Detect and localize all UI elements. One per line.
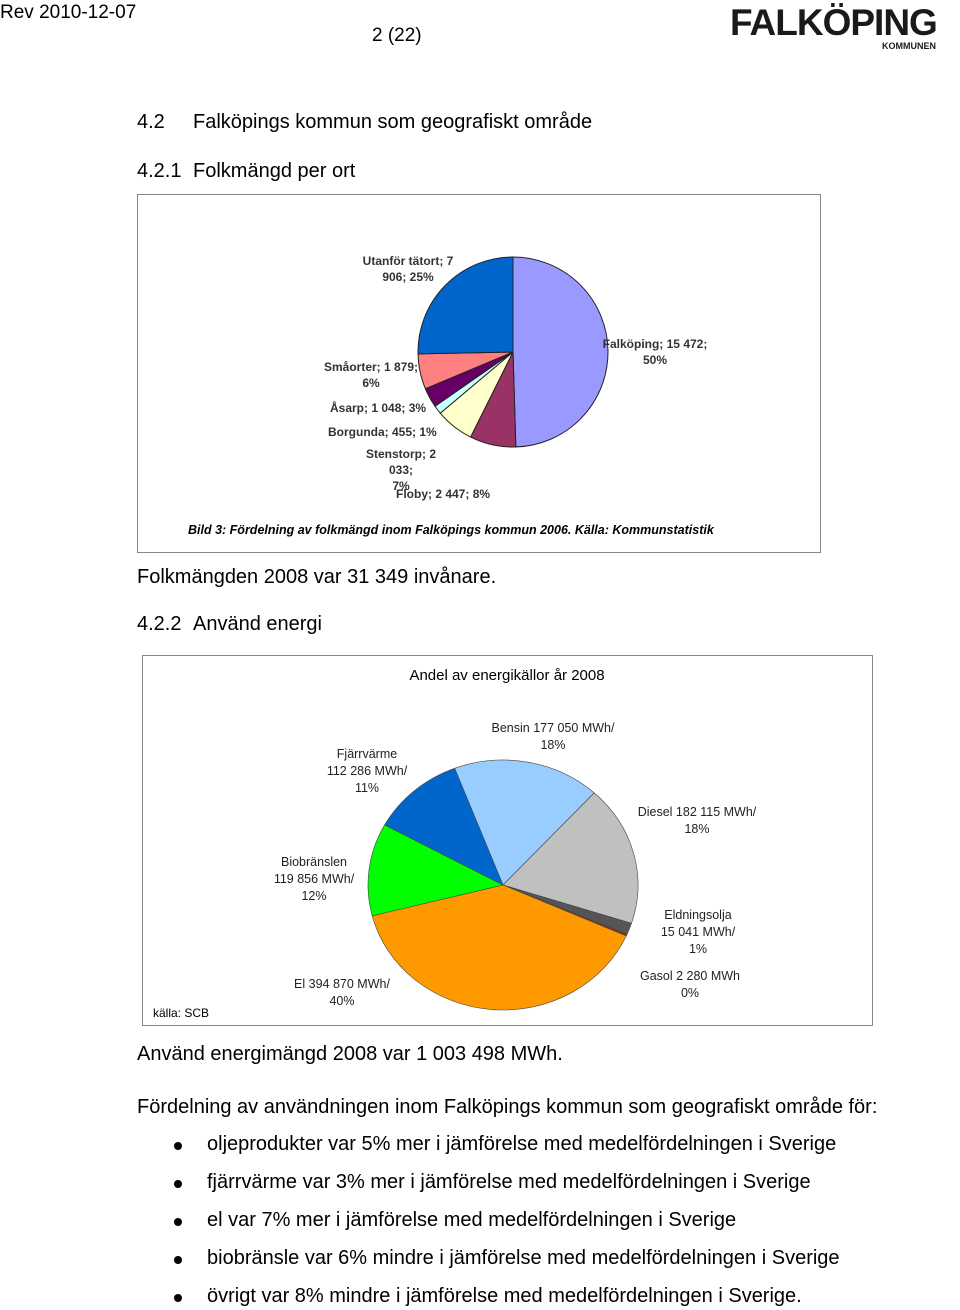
slice-label: Falköping; 15 472; 50% [602,337,708,368]
bullet-text: oljeprodukter var 5% mer i jämförelse me… [207,1133,837,1155]
bullet [174,1218,182,1226]
bullet-text: el var 7% mer i jämförelse med medelförd… [207,1209,737,1231]
pie-slice [417,256,514,355]
slice-label: El 394 870 MWh/ 40% [294,977,390,1008]
pie-slice [371,884,627,1011]
paragraph: Fördelning av användningen inom Falköpin… [137,1096,878,1118]
pie-slice [512,256,609,448]
bullet-text: fjärrvärme var 3% mer i jämförelse med m… [207,1171,811,1193]
pie-slice [384,767,504,886]
logo-sub: KOMMUNEN [882,41,936,51]
section-number: 4.2.1 [137,160,182,182]
chart-frame [142,655,873,1026]
chart-frame [137,194,821,553]
slice-label: Bensin 177 050 MWh/ 18% [491,721,615,752]
chart-title: Andel av energikällor år 2008 [409,667,605,684]
logo: FALKÖPING [730,2,938,43]
paragraph: Använd energimängd 2008 var 1 003 498 MW… [137,1043,563,1065]
chart-caption: Bild 3: Fördelning av folkmängd inom Fal… [188,523,714,537]
slice-label: Utanför tätort; 7 906; 25% [362,254,454,285]
revision: Rev 2010-12-07 [0,2,137,23]
page-number: 2 (22) [372,25,422,46]
slice-label: Biobränslen 119 856 MWh/ 12% [273,855,355,903]
slice-label: Småorter; 1 879; 6% [323,360,419,391]
slice-label: Eldningsolja 15 041 MWh/ 1% [660,908,736,956]
slice-label: Gasol 2 280 MWh 0% [639,969,741,1000]
slice-label: Fjärrvärme 112 286 MWh/ 11% [326,747,408,795]
pie-slice [367,824,504,917]
slice-label: Åsarp; 1 048; 3% [330,401,427,415]
chart-source: källa: SCB [153,1006,210,1020]
bullet-text: biobränsle var 6% mindre i jämförelse me… [207,1247,840,1269]
bullet [174,1142,182,1150]
bullet [174,1294,182,1302]
section-title: Folkmängd per ort [193,160,356,182]
section-title: Falköpings kommun som geografiskt område [193,111,593,133]
section-number: 4.2 [137,111,165,133]
bullet [174,1180,182,1188]
pie-slice [454,759,595,886]
slice-label: Floby; 2 447; 8% [396,487,491,501]
paragraph: Folkmängden 2008 var 31 349 invånare. [137,566,497,588]
section-number: 4.2.2 [137,613,182,635]
slice-label: Diesel 182 115 MWh/ 18% [637,805,757,836]
bullet [174,1256,182,1264]
section-title: Använd energi [193,613,322,635]
bullet-text: övrigt var 8% mindre i jämförelse med me… [207,1285,802,1307]
slice-label: Stenstorp; 2 033; 7% [365,447,436,494]
pie-slice [502,792,639,924]
slice-label: Borgunda; 455; 1% [328,425,437,439]
